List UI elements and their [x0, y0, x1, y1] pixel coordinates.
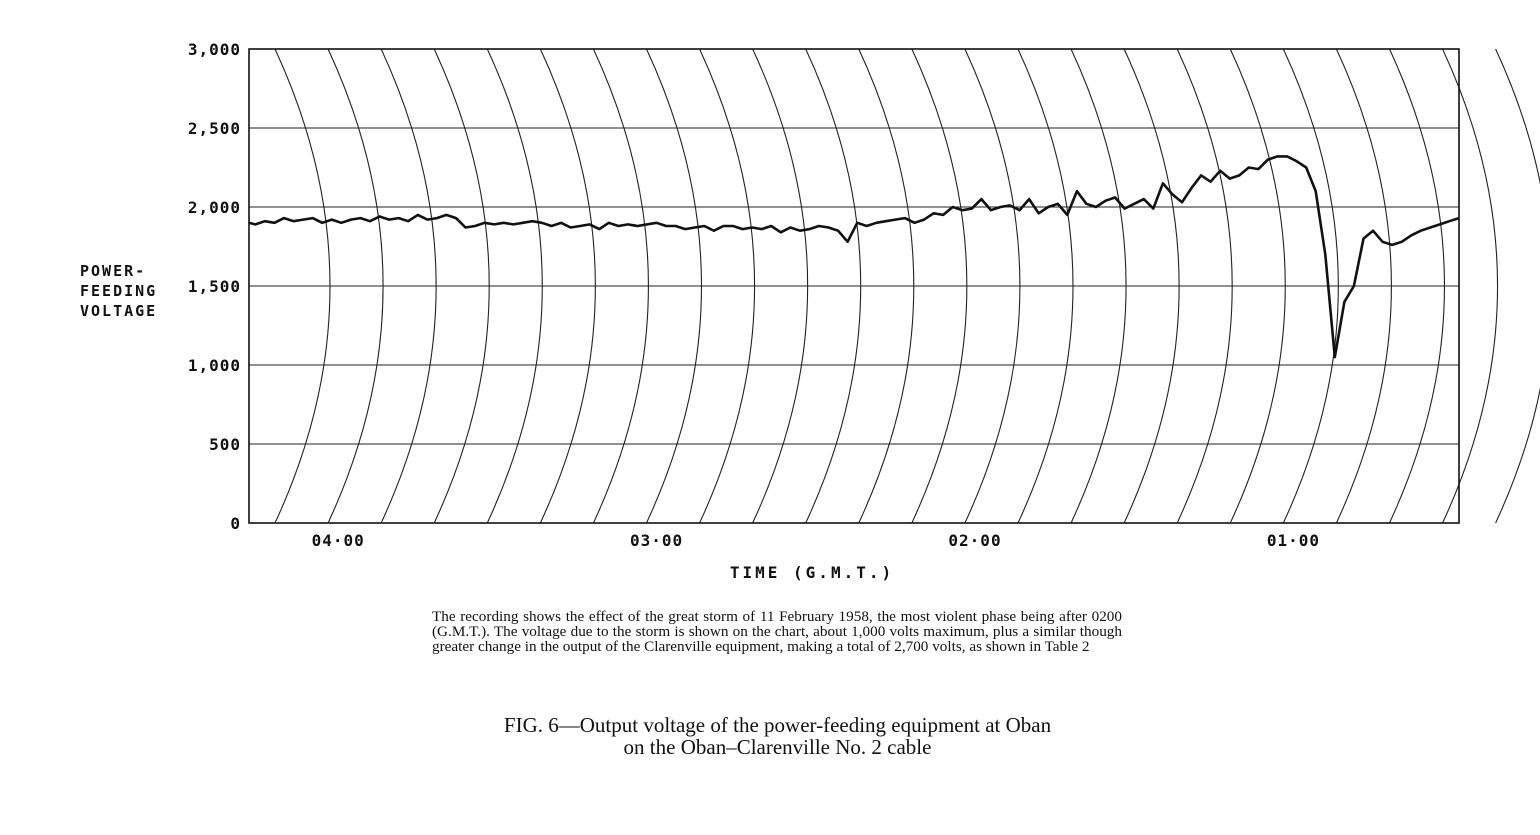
arc-gridline: [1442, 48, 1498, 524]
arc-gridline: [911, 48, 968, 524]
arc-gridline: [380, 48, 437, 524]
x-tick-label: 01·00: [1267, 531, 1320, 550]
arc-gridline: [964, 48, 1021, 524]
arc-gridline: [645, 48, 702, 524]
y-tick-label: 1,500: [188, 277, 241, 296]
arc-gridline: [752, 48, 809, 524]
arc-gridline: [1070, 48, 1127, 524]
arc-gridline: [433, 48, 490, 524]
arc-gridline: [274, 48, 331, 524]
figure-title: FIG. 6—Output voltage of the power-feedi…: [420, 714, 1135, 758]
y-tick-label: 1,000: [188, 356, 241, 375]
horizontal-gridlines: [249, 127, 1459, 445]
arc-gridline: [327, 48, 384, 524]
y-tick-label: 2,500: [188, 119, 241, 138]
x-tick-label: 02·00: [948, 531, 1001, 550]
x-tick-label: 03·00: [630, 531, 683, 550]
y-tick-label: 500: [209, 435, 241, 454]
y-tick-label: 0: [230, 514, 241, 533]
arc-gridline: [1282, 48, 1339, 524]
arc-gridline: [1495, 48, 1540, 524]
y-tick-label: 2,000: [188, 198, 241, 217]
figure-title-line-2: on the Oban–Clarenville No. 2 cable: [623, 735, 932, 759]
y-axis-ticks: 0 500 1,000 1,500 2,000 2,500 3,000: [188, 40, 241, 533]
x-tick-label: 04·00: [312, 531, 365, 550]
arc-gridline: [1388, 48, 1445, 524]
arc-gridline: [699, 48, 756, 524]
arc-gridline: [1123, 48, 1180, 524]
x-axis-label: TIME (G.M.T.): [730, 563, 894, 582]
y-axis-label-line: VOLTAGE: [80, 302, 157, 320]
y-tick-label: 3,000: [188, 40, 241, 59]
plot-frame: [248, 48, 1460, 524]
y-axis-label: POWER- FEEDING VOLTAGE: [80, 262, 157, 320]
arc-gridline: [858, 48, 915, 524]
arc-gridline: [592, 48, 649, 524]
arc-gridline: [486, 48, 543, 524]
figure-title-line-1: FIG. 6—Output voltage of the power-feedi…: [503, 713, 1052, 737]
figure-caption: The recording shows the effect of the gr…: [432, 608, 1122, 655]
arc-gridline: [1335, 48, 1392, 524]
y-axis-label-line: POWER-: [80, 262, 146, 280]
voltage-chart: 0 500 1,000 1,500 2,000 2,500 3,000 04·00 03·00…: [80, 40, 1540, 582]
arc-gridline: [805, 48, 862, 524]
y-axis-label-line: FEEDING: [80, 282, 157, 300]
arc-gridline: [1176, 48, 1233, 524]
voltage-series-line: [248, 155, 1460, 359]
arc-gridline: [1017, 48, 1074, 524]
arc-gridline: [1229, 48, 1286, 524]
recorder-arc-gridlines: [274, 48, 1540, 524]
x-axis-ticks: 04·00 03·00 02·00 01·00: [312, 531, 1320, 550]
arc-gridline: [539, 48, 596, 524]
